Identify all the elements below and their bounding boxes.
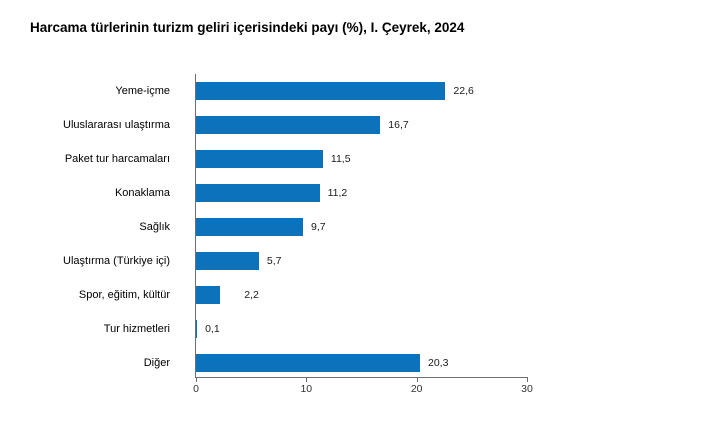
- value-label: 5,7: [266, 255, 282, 267]
- x-axis-line: [195, 377, 528, 378]
- value-label: 11,5: [330, 153, 351, 165]
- bar: [196, 184, 320, 202]
- bar: [196, 354, 420, 372]
- value-label: 22,6: [453, 85, 474, 97]
- category-label: Sağlık: [139, 221, 170, 233]
- x-tick-label: 20: [410, 383, 423, 395]
- bar: [196, 82, 446, 100]
- chart-title: Harcama türlerinin turizm geliri içerisi…: [30, 20, 465, 35]
- value-label: 9,7: [311, 221, 326, 233]
- x-axis-tick: [527, 378, 528, 382]
- bar: [196, 116, 381, 134]
- bar: [196, 252, 259, 270]
- category-label: Tur hizmetleri: [103, 323, 170, 335]
- category-label: Uluslararası ulaştırma: [63, 119, 170, 131]
- category-label: Ulaştırma (Türkiye içi): [63, 255, 170, 267]
- value-label: 0,1: [205, 323, 220, 335]
- category-label: Paket tur harcamaları: [64, 153, 170, 165]
- value-label: 11,2: [327, 187, 348, 199]
- category-label: Diğer: [143, 357, 170, 369]
- x-axis-tick: [416, 378, 418, 382]
- bar: [196, 286, 221, 304]
- bar: [196, 320, 198, 338]
- category-label: Yeme-içme: [115, 85, 170, 97]
- bar: [196, 150, 323, 168]
- value-label: 20,3: [428, 357, 449, 369]
- category-label: Spor, eğitim, kültür: [78, 289, 170, 301]
- x-tick-label: 0: [193, 383, 199, 395]
- x-axis-tick: [306, 378, 308, 382]
- x-tick-label: 30: [521, 383, 533, 395]
- bar: [196, 218, 303, 236]
- value-label: 2,2: [244, 289, 259, 301]
- y-axis-line: [195, 74, 196, 378]
- x-tick-label: 10: [300, 383, 313, 395]
- category-label: Konaklama: [114, 187, 170, 199]
- value-label: 16,7: [388, 119, 409, 131]
- x-axis-tick: [196, 378, 197, 382]
